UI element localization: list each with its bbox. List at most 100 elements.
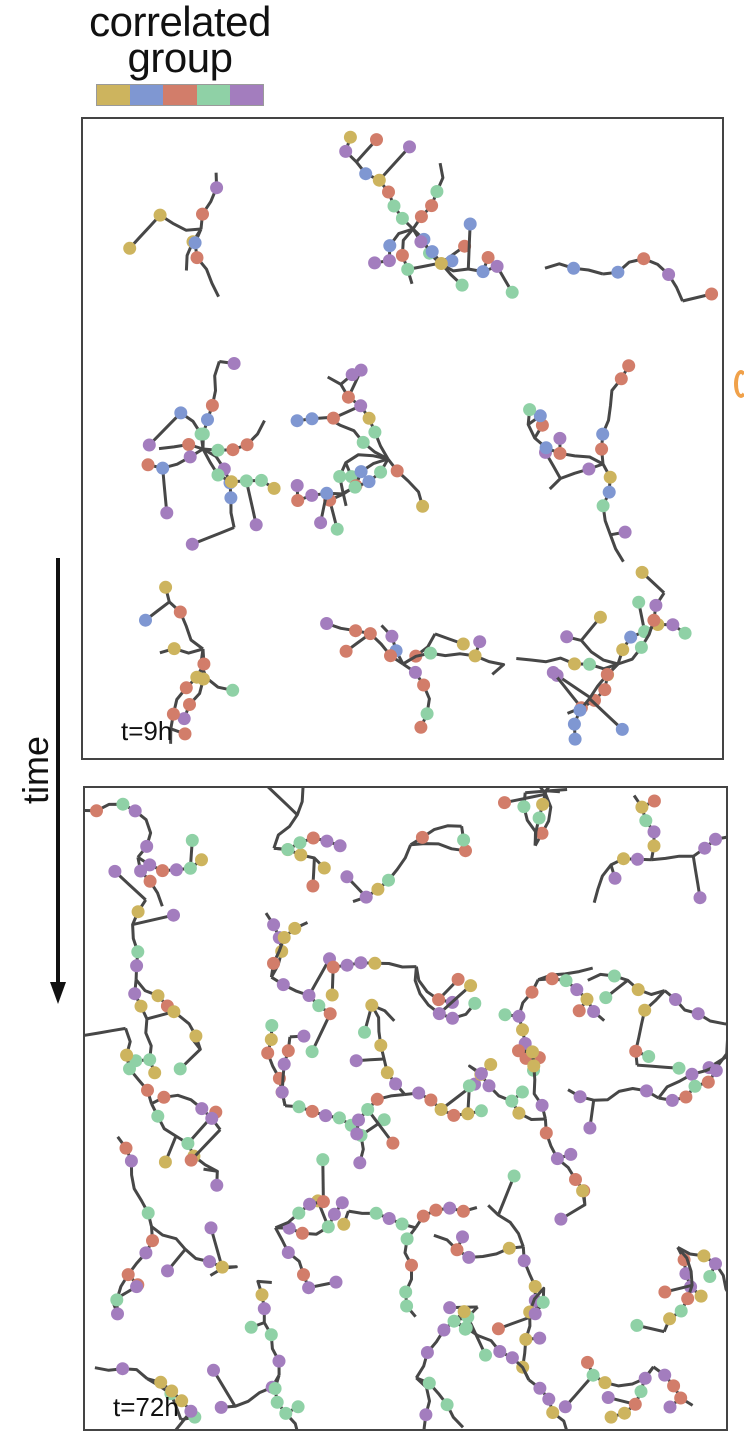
- cell-dot: [141, 1083, 154, 1097]
- cell-dot: [533, 1381, 547, 1395]
- cell-dot: [678, 626, 692, 640]
- cell-dot: [507, 1169, 521, 1183]
- cell-dot: [666, 618, 680, 632]
- cell-dot: [630, 1318, 644, 1332]
- cell-dot: [350, 1127, 364, 1141]
- branch-path: [556, 674, 596, 702]
- cell-dot: [583, 1121, 597, 1135]
- cell-dot: [542, 1392, 556, 1406]
- cell-dot: [272, 1354, 286, 1368]
- cell-dot: [201, 413, 214, 427]
- cell-dot: [226, 683, 240, 697]
- time-axis-label-wrap: time: [6, 700, 66, 840]
- cell-dot: [533, 1331, 547, 1345]
- cell-dot: [443, 1301, 457, 1315]
- cell-dot: [146, 1234, 159, 1248]
- panel-t72h-label: t=72h: [113, 1392, 179, 1422]
- branch-path: [148, 411, 182, 447]
- cell-dot: [596, 427, 610, 441]
- cell-dot: [290, 479, 304, 492]
- cell-dot: [629, 1044, 643, 1058]
- branch-path: [468, 1064, 546, 1121]
- branch-path: [272, 788, 305, 849]
- cell-dot: [456, 1230, 469, 1244]
- cell-dot: [634, 640, 648, 654]
- cell-dot: [185, 537, 199, 551]
- cell-dot: [239, 474, 253, 488]
- cell-dot: [416, 1209, 430, 1223]
- cell-dot: [457, 1305, 471, 1319]
- cell-dot: [261, 1046, 275, 1060]
- cell-dot: [491, 1322, 505, 1336]
- cell-dot: [693, 891, 707, 905]
- cell-dot: [343, 130, 357, 144]
- cell-dot: [348, 480, 362, 494]
- cell-dot: [277, 931, 291, 944]
- branch-path: [438, 984, 472, 1015]
- cell-dot: [424, 646, 437, 660]
- cell-dot: [267, 918, 281, 932]
- cell-dot: [416, 499, 430, 513]
- cell-dot: [697, 1249, 711, 1263]
- cell-dot: [207, 1363, 220, 1377]
- cell-dot: [354, 399, 368, 413]
- cell-dot: [631, 852, 644, 866]
- cell-dot: [550, 1152, 564, 1166]
- cropped-orange-mark-icon: [734, 370, 744, 398]
- cell-dot: [359, 890, 373, 904]
- cell-dot: [290, 414, 304, 428]
- cell-dot: [628, 1397, 642, 1411]
- cell-dot: [545, 972, 559, 986]
- cell-dot: [611, 265, 625, 279]
- cell-dot: [419, 1408, 433, 1422]
- cell-dot: [663, 1400, 677, 1414]
- cell-dot: [312, 999, 326, 1013]
- cell-dot: [156, 864, 169, 878]
- cell-dot: [306, 879, 320, 893]
- panel-t9h-network: [123, 130, 719, 746]
- cell-dot: [292, 1100, 306, 1114]
- cell-dot: [382, 1212, 396, 1225]
- cell-dot: [490, 259, 504, 273]
- cell-dot: [512, 1106, 526, 1120]
- cell-dot: [362, 411, 376, 425]
- cell-dot: [679, 1090, 693, 1104]
- cell-dot: [337, 1217, 351, 1231]
- cell-dot: [302, 989, 316, 1002]
- cell-dot: [276, 978, 290, 992]
- cell-dot: [195, 1102, 209, 1116]
- cell-dot: [306, 831, 320, 845]
- legend-swatch-group-5: [229, 85, 264, 105]
- cell-dot: [614, 372, 628, 386]
- cell-dot: [297, 1268, 310, 1282]
- cell-dot: [281, 843, 295, 856]
- cell-dot: [292, 1206, 306, 1220]
- cell-dot: [131, 905, 145, 919]
- cell-dot: [361, 1103, 375, 1116]
- cell-dot: [468, 649, 482, 663]
- cell-dot: [389, 1077, 403, 1091]
- cell-dot: [403, 140, 416, 154]
- panel-t9h: t=9h: [81, 117, 724, 760]
- legend-swatch-group-4: [196, 85, 230, 105]
- cell-dot: [130, 1280, 144, 1294]
- branch-path: [307, 958, 331, 997]
- cell-dot: [374, 465, 388, 479]
- cell-dot: [224, 475, 238, 489]
- cell-dot: [244, 1320, 258, 1334]
- cell-dot: [430, 185, 444, 198]
- cell-dot: [624, 630, 638, 644]
- cell-dot: [669, 993, 682, 1006]
- cell-dot: [173, 605, 187, 619]
- cell-dot: [688, 1079, 702, 1093]
- branch-path: [370, 1003, 406, 1096]
- branch-path: [380, 624, 405, 665]
- cell-dot: [456, 1204, 470, 1218]
- cell-dot: [457, 833, 471, 847]
- cell-dot: [316, 1153, 330, 1167]
- cell-dot: [505, 1094, 519, 1108]
- cell-dot: [493, 1345, 507, 1358]
- cell-dot: [188, 236, 202, 250]
- cell-dot: [517, 1254, 531, 1268]
- cell-dot: [90, 804, 103, 818]
